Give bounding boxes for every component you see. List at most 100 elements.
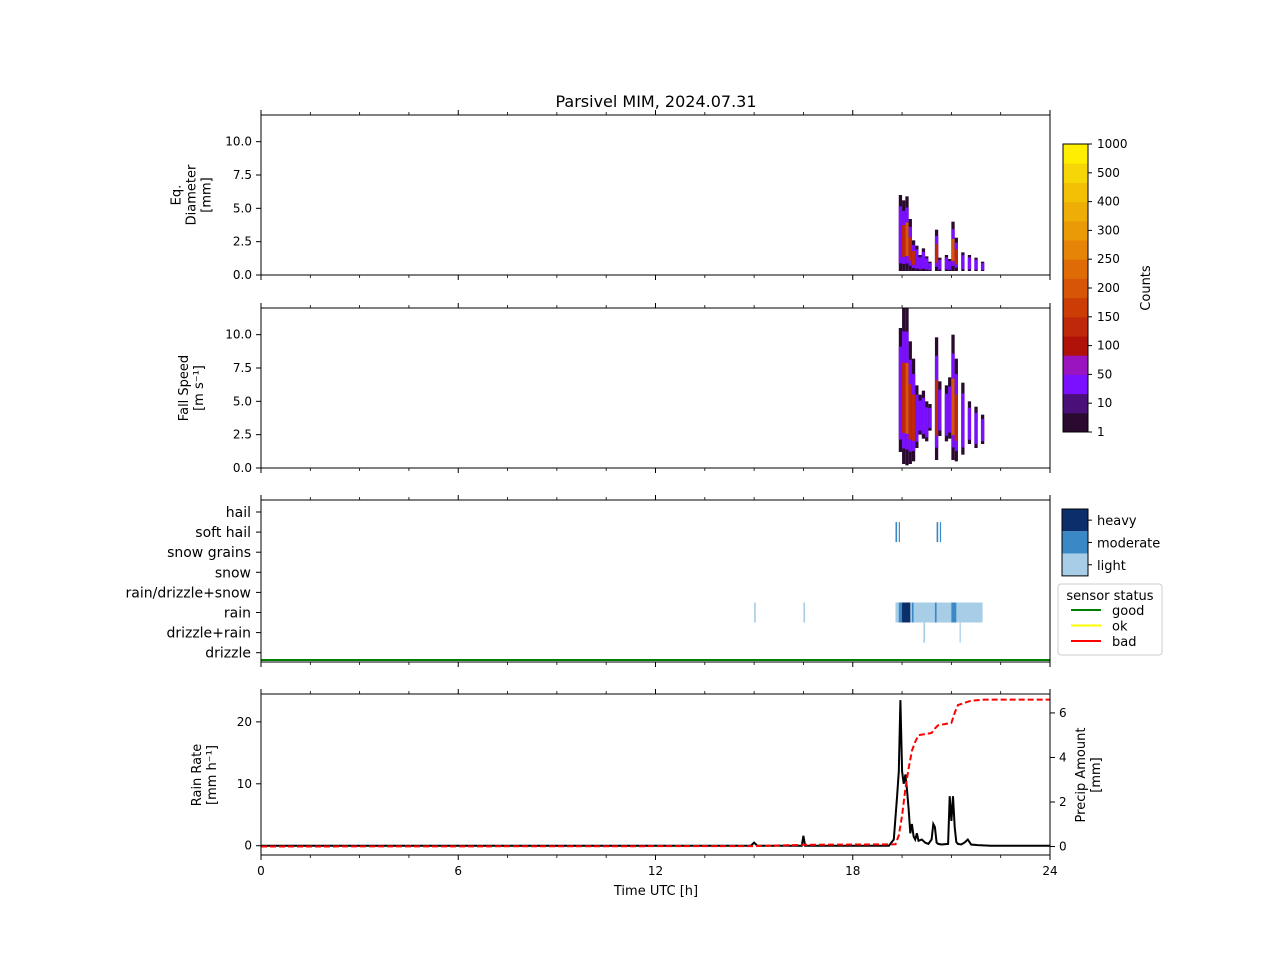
y2-tick-label: 0 bbox=[1059, 840, 1067, 854]
colorbar-segment bbox=[1063, 374, 1088, 395]
colorbar-frame bbox=[1061, 508, 1089, 577]
x-axis-label: Time UTC [h] bbox=[613, 884, 698, 899]
y-axis-label: Diameter bbox=[185, 164, 200, 225]
heatmap-cell bbox=[911, 251, 916, 265]
heatmap-cell bbox=[902, 362, 906, 433]
heatmap-cell bbox=[928, 263, 932, 271]
colorbar-tick-label: 1000 bbox=[1097, 137, 1128, 151]
rain-rate-line bbox=[261, 700, 1050, 847]
y-category-label: soft hail bbox=[195, 525, 251, 541]
y-tick-label: 10.0 bbox=[225, 328, 252, 342]
x-tick-label: 6 bbox=[454, 864, 462, 878]
precip-type-bar bbox=[754, 602, 756, 623]
heatmap-cell bbox=[898, 206, 903, 264]
y-tick-label: 0.0 bbox=[233, 461, 252, 475]
colorbar-tick-label: 150 bbox=[1097, 310, 1120, 324]
colorbar-segment bbox=[1063, 259, 1088, 279]
y-tick-label: 10 bbox=[237, 777, 252, 791]
y-axis-label: [mm] bbox=[200, 177, 215, 212]
y-tick-label: 2.5 bbox=[233, 235, 252, 249]
y-category-label: snow grains bbox=[167, 545, 251, 561]
y-tick-label: 7.5 bbox=[233, 361, 252, 375]
heatmap-cell bbox=[954, 249, 958, 265]
legend-label: ok bbox=[1112, 620, 1128, 635]
colorbar-segment bbox=[1063, 182, 1088, 203]
heatmap-cell bbox=[961, 255, 965, 270]
colorbar-tick-label: 100 bbox=[1097, 339, 1120, 353]
precip-type-bar bbox=[898, 522, 900, 543]
precip-type-bar bbox=[902, 602, 911, 623]
legend-box bbox=[1057, 583, 1163, 656]
y2-axis-label: [mm] bbox=[1089, 757, 1104, 792]
colorbar-segment bbox=[1063, 336, 1088, 356]
precip-type-bar bbox=[911, 602, 914, 623]
y-category-label: rain/drizzle+snow bbox=[126, 585, 251, 601]
colorbar-tick-label: 50 bbox=[1097, 367, 1112, 381]
y-axis-label: Rain Rate bbox=[190, 744, 205, 807]
panel-diameter: 0.0 2.5 5.0 7.5 10.0 Eq. Diameter [mm] bbox=[170, 110, 1051, 282]
y-axis-label: Eq. bbox=[170, 185, 185, 206]
heatmap-cell bbox=[911, 394, 916, 441]
x-tick-label: 12 bbox=[648, 864, 663, 878]
colorbar-segment bbox=[1063, 316, 1088, 337]
precip-type-bar bbox=[939, 522, 942, 543]
y-category-label: rain bbox=[224, 606, 251, 622]
heatmap-cell bbox=[980, 263, 985, 271]
colorbar-counts: 1 10 50 100 150 200 250 300 400 500 1000 Counts bbox=[1062, 137, 1154, 439]
colorbar-tick-label: 200 bbox=[1097, 281, 1120, 295]
heatmap-cell bbox=[967, 257, 972, 270]
panel-fall-speed: 0.0 2.5 5.0 7.5 10.0 Fall Speed [m s⁻¹] bbox=[177, 303, 1051, 475]
y-category-label: drizzle bbox=[205, 646, 251, 662]
x-tick-label: 24 bbox=[1042, 864, 1057, 878]
colorbar-intensity: heavy moderate light bbox=[1061, 508, 1160, 577]
precip-type-bar bbox=[895, 522, 898, 543]
heatmap-cell bbox=[938, 389, 942, 431]
heatmap-cell bbox=[934, 244, 939, 263]
y-category-label: hail bbox=[226, 505, 251, 521]
y2-tick-label: 6 bbox=[1059, 706, 1067, 720]
intensity-segment bbox=[1062, 553, 1088, 576]
heatmap-cell bbox=[980, 419, 985, 442]
colorbar-segment bbox=[1063, 220, 1088, 241]
heatmap-cell bbox=[898, 346, 903, 440]
colorbar-segment bbox=[1063, 240, 1088, 260]
y-axis-label: Fall Speed bbox=[177, 355, 192, 421]
heatmap-cell bbox=[944, 257, 949, 270]
precip-type-bar bbox=[898, 602, 904, 623]
precip-type-bar bbox=[895, 602, 983, 623]
heatmap-cell bbox=[951, 378, 955, 435]
colorbar-segment bbox=[1063, 201, 1088, 222]
axes-frame bbox=[260, 499, 1051, 663]
precip-type-bar bbox=[923, 622, 926, 643]
y-category-label: drizzle+rain bbox=[166, 626, 251, 642]
x-tick-label: 18 bbox=[845, 864, 860, 878]
heatmap-cell bbox=[925, 258, 929, 270]
heatmap-cell bbox=[918, 400, 922, 431]
panel-precip-type: hail soft hail snow grains snow rain/drizzle… bbox=[126, 495, 1051, 667]
y-tick-label: 20 bbox=[237, 715, 252, 729]
heatmap-cell bbox=[954, 394, 958, 441]
heatmap-cell bbox=[974, 412, 978, 444]
intensity-label: heavy bbox=[1097, 514, 1137, 529]
colorbar-segment bbox=[1063, 393, 1088, 414]
heatmap-cell bbox=[948, 260, 952, 270]
heatmap-cell bbox=[934, 380, 939, 436]
precip-type-bar bbox=[934, 602, 937, 623]
y-tick-label: 10.0 bbox=[225, 135, 252, 149]
y-tick-label: 0 bbox=[244, 839, 252, 853]
heatmap-cell bbox=[944, 393, 949, 436]
heatmap-cell bbox=[915, 394, 919, 442]
colorbar-tick-label: 10 bbox=[1097, 396, 1112, 410]
colorbar-tick-label: 1 bbox=[1097, 425, 1105, 439]
heatmap-cell bbox=[948, 386, 952, 433]
colorbar-label: Counts bbox=[1139, 265, 1154, 311]
heatmap-cell bbox=[925, 407, 929, 438]
colorbar-segment bbox=[1063, 355, 1088, 375]
axes-frame bbox=[260, 114, 1051, 276]
y2-axis-label: Precip Amount bbox=[1074, 728, 1089, 823]
intensity-label: light bbox=[1097, 559, 1126, 574]
heatmap-cell bbox=[928, 408, 932, 428]
heatmap-cell bbox=[915, 249, 919, 269]
y-tick-label: 5.0 bbox=[233, 201, 252, 215]
intensity-label: moderate bbox=[1097, 536, 1160, 551]
